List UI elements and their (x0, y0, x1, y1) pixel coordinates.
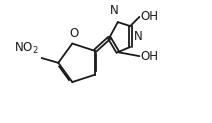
Text: N: N (134, 30, 143, 43)
Text: O: O (70, 27, 79, 40)
Text: NO$_2$: NO$_2$ (14, 41, 39, 56)
Text: N: N (110, 4, 119, 17)
Text: OH: OH (141, 10, 159, 23)
Text: OH: OH (141, 50, 159, 63)
